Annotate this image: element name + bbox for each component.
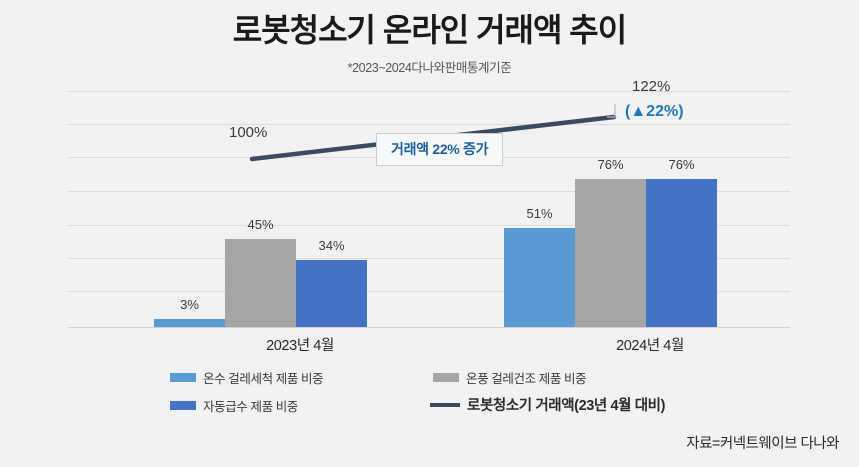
bar-2023-warm-air-mop-dry [225,239,296,327]
axis-baseline [68,327,790,328]
legend-swatch-icon [170,373,196,382]
legend-item-warm-air-mop-dry: 온풍 걸레건조 제품 비중 [433,368,587,387]
xtick-label-2023: 2023년 4월 [266,338,334,354]
delta-badge: (▲22%) [625,103,684,120]
legend-line-icon [430,402,460,407]
legend-swatch-icon [170,401,196,410]
bar-value-label: 76% [668,157,695,172]
page-title: 로봇청소기 온라인 거래액 추이 [232,12,627,48]
bar-value-label: 76% [597,157,624,172]
legend-label: 자동급수 제품 비중 [203,400,298,414]
start-value-label: 100% [229,124,268,141]
bar-2023-auto-water-supply [296,260,367,327]
gridline [68,225,790,226]
source-note: 자료=커넥트웨이브 다나와 [686,436,839,452]
bar-value-label: 3% [180,297,199,312]
gridline [68,124,790,125]
xtick-label-2024: 2024년 4월 [616,338,684,354]
gridline [68,91,790,92]
plot-area: 3% 45% 34% 51% 76% 76% [68,88,790,328]
legend-item-transaction-trend: 로봇청소기 거래액(23년 4월 대비) [430,394,665,415]
legend-item-hot-water-mop-wash: 온수 걸레세척 제품 비중 [170,368,324,387]
bar-2024-hot-water-mop-wash [504,228,575,327]
gridline [68,258,790,259]
legend-item-auto-water-supply: 자동급수 제품 비중 [170,396,298,415]
callout-box: 거래액 22% 증가 [376,133,504,166]
legend-label: 온수 걸레세척 제품 비중 [203,372,324,386]
gridline [68,191,790,192]
bar-2024-auto-water-supply [646,179,717,327]
bar-2024-warm-air-mop-dry [575,179,646,327]
bar-value-label: 45% [247,217,274,232]
bar-value-label: 34% [318,238,345,253]
legend-label: 로봇청소기 거래액(23년 4월 대비) [467,398,666,414]
legend-label: 온풍 걸레건조 제품 비중 [466,372,587,386]
gridline [68,291,790,292]
legend: 온수 걸레세척 제품 비중 온풍 걸레건조 제품 비중 자동급수 제품 비중 로… [170,368,730,420]
bar-value-label: 51% [526,206,553,221]
end-value-label: 122% [632,78,671,95]
legend-swatch-icon [433,373,459,382]
page-subtitle: *2023~2024다나와판매통계기준 [347,61,512,75]
bar-2023-hot-water-mop-wash [154,319,225,327]
